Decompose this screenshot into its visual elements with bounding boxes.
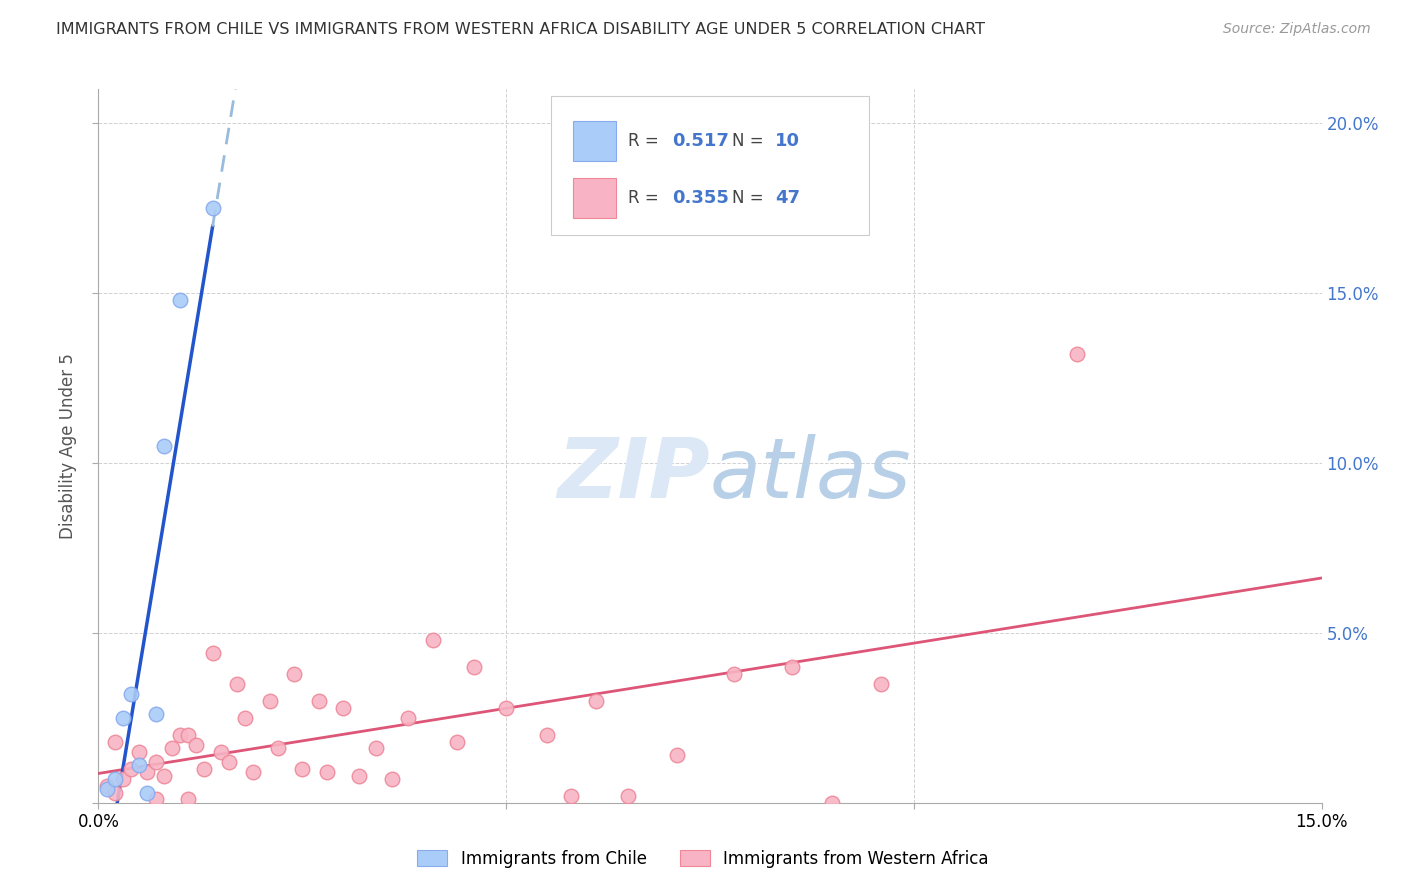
Point <box>349 769 371 783</box>
Point <box>259 694 281 708</box>
Point <box>152 439 174 453</box>
Point <box>585 694 607 708</box>
Point <box>145 707 167 722</box>
Point <box>617 789 640 803</box>
Text: N =: N = <box>733 189 769 207</box>
Text: N =: N = <box>733 132 769 150</box>
Point <box>120 762 142 776</box>
Point <box>226 677 249 691</box>
Point <box>209 745 232 759</box>
Point <box>218 755 240 769</box>
Point <box>104 772 127 786</box>
Point <box>666 748 689 763</box>
Point <box>177 728 200 742</box>
Point <box>446 734 468 748</box>
Point <box>201 201 224 215</box>
Point <box>1066 347 1088 361</box>
Point <box>169 293 191 307</box>
Point <box>186 738 208 752</box>
Point <box>201 646 224 660</box>
Point <box>136 786 159 800</box>
Text: atlas: atlas <box>710 434 911 515</box>
Point <box>128 758 150 772</box>
Point <box>177 792 200 806</box>
Point <box>780 660 803 674</box>
Point <box>315 765 337 780</box>
FancyBboxPatch shape <box>551 96 869 235</box>
Point <box>111 772 134 786</box>
Point <box>283 666 305 681</box>
Point <box>396 711 419 725</box>
Point <box>160 741 183 756</box>
Point <box>104 786 127 800</box>
Text: 0.517: 0.517 <box>672 132 728 150</box>
Point <box>291 762 314 776</box>
Point <box>152 769 174 783</box>
Point <box>136 765 159 780</box>
Text: R =: R = <box>628 189 664 207</box>
Point <box>128 745 150 759</box>
Text: 47: 47 <box>775 189 800 207</box>
Point <box>536 728 558 742</box>
Point <box>308 694 330 708</box>
Text: Source: ZipAtlas.com: Source: ZipAtlas.com <box>1223 22 1371 37</box>
Point <box>104 734 127 748</box>
Point <box>267 741 290 756</box>
Text: R =: R = <box>628 132 664 150</box>
Y-axis label: Disability Age Under 5: Disability Age Under 5 <box>59 353 77 539</box>
Text: IMMIGRANTS FROM CHILE VS IMMIGRANTS FROM WESTERN AFRICA DISABILITY AGE UNDER 5 C: IMMIGRANTS FROM CHILE VS IMMIGRANTS FROM… <box>56 22 986 37</box>
Text: 10: 10 <box>775 132 800 150</box>
Point <box>723 666 745 681</box>
FancyBboxPatch shape <box>574 121 616 161</box>
Point <box>233 711 256 725</box>
Point <box>96 782 118 797</box>
Point <box>560 789 582 803</box>
Legend: Immigrants from Chile, Immigrants from Western Africa: Immigrants from Chile, Immigrants from W… <box>411 844 995 875</box>
Point <box>96 779 118 793</box>
Point <box>364 741 387 756</box>
Point <box>381 772 404 786</box>
Point <box>332 700 354 714</box>
Point <box>242 765 264 780</box>
FancyBboxPatch shape <box>574 178 616 218</box>
Point <box>463 660 485 674</box>
Text: ZIP: ZIP <box>557 434 710 515</box>
Point <box>120 687 142 701</box>
Point <box>145 792 167 806</box>
Point <box>145 755 167 769</box>
Point <box>422 632 444 647</box>
Point <box>169 728 191 742</box>
Point <box>870 677 893 691</box>
Point <box>495 700 517 714</box>
Point <box>821 796 844 810</box>
Point <box>193 762 215 776</box>
Text: 0.355: 0.355 <box>672 189 728 207</box>
Point <box>111 711 134 725</box>
